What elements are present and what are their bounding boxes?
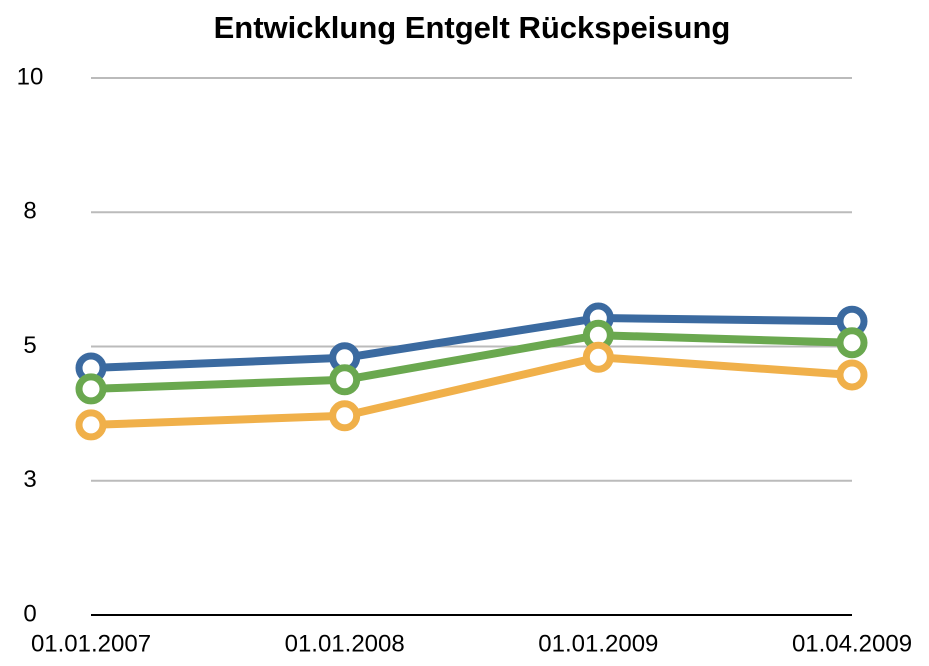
point-marker bbox=[836, 327, 868, 359]
x-tick-label: 01.01.2008 bbox=[285, 630, 405, 657]
series-line bbox=[90, 314, 853, 372]
y-tick-label: 5 bbox=[23, 332, 36, 359]
x-tick-label: 01.01.2007 bbox=[31, 630, 151, 657]
y-tick-label: 0 bbox=[23, 600, 36, 627]
series-line bbox=[90, 331, 853, 393]
point-marker bbox=[75, 409, 107, 441]
y-tick-label: 8 bbox=[23, 198, 36, 225]
x-tick-label: 01.04.2009 bbox=[792, 630, 912, 657]
point-marker bbox=[836, 359, 868, 391]
series-line bbox=[90, 353, 853, 429]
point-marker bbox=[329, 364, 361, 396]
y-tick-label: 10 bbox=[17, 63, 44, 90]
point-marker bbox=[329, 400, 361, 432]
point-marker bbox=[75, 373, 107, 405]
chart-title: Entwicklung Entgelt Rückspeisung bbox=[214, 10, 731, 45]
x-tick-label: 01.01.2009 bbox=[538, 630, 658, 657]
point-marker bbox=[582, 341, 614, 373]
y-tick-label: 3 bbox=[23, 466, 36, 493]
